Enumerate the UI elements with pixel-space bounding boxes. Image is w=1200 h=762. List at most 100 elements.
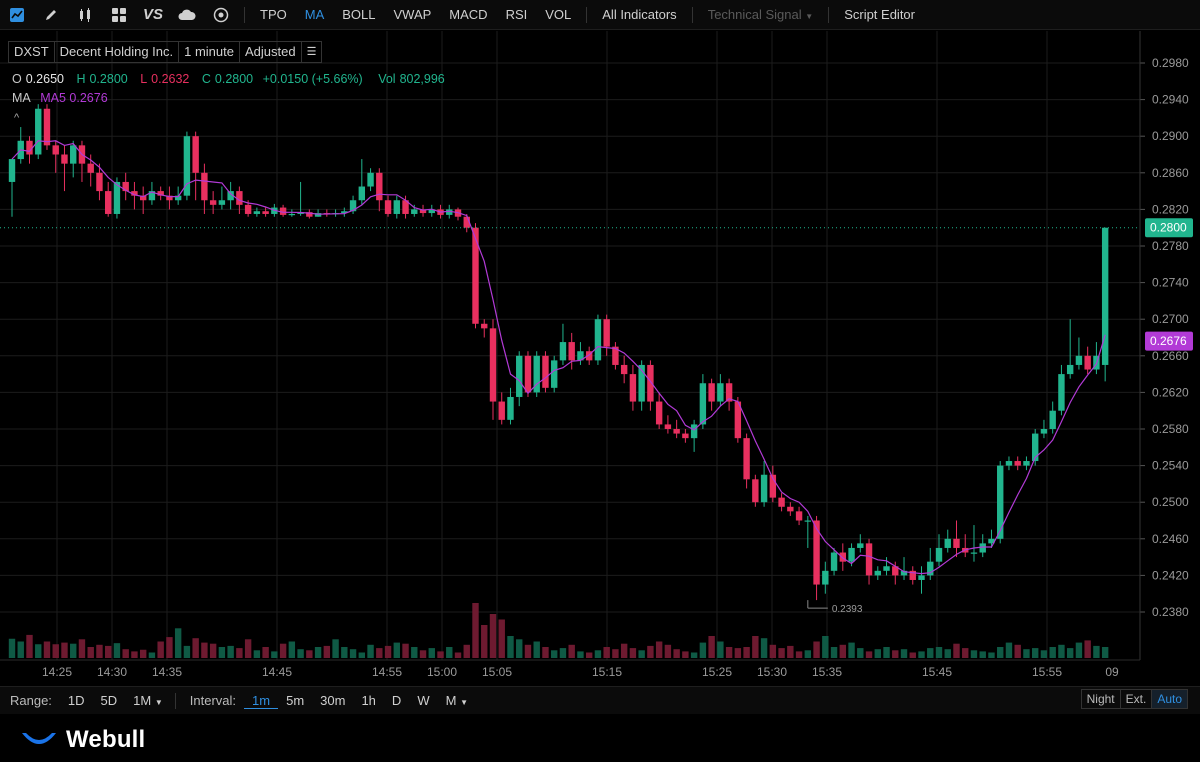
candle-body (577, 351, 584, 361)
volume-bar (664, 644, 672, 658)
volume-bar (568, 644, 575, 658)
chart-type-icon[interactable] (0, 0, 34, 30)
volume-bar (1101, 647, 1109, 658)
candle-body (384, 200, 392, 214)
last-price-tag-box (1145, 218, 1193, 238)
indicator-tpo[interactable]: TPO (260, 7, 287, 22)
interval-w[interactable]: W (417, 693, 430, 708)
candle-body (61, 154, 68, 164)
indicator-rsi[interactable]: RSI (505, 7, 528, 22)
volume-bar (419, 650, 427, 658)
session-ext[interactable]: Ext. (1121, 690, 1153, 708)
volume-bar (725, 647, 733, 658)
volume-bar (787, 645, 794, 658)
price-chart[interactable]: 0.2393 0.29800.29400.29000.28600.28200.2… (0, 31, 1200, 685)
high-label: H (76, 72, 86, 86)
interval-m-dropdown[interactable]: M ▼ (438, 693, 476, 708)
cloud-icon[interactable] (170, 0, 204, 30)
caret-down-icon: ▼ (805, 12, 814, 21)
x-tick-label: 15:35 (812, 665, 842, 679)
volume-bar (542, 647, 549, 658)
candle-body (367, 172, 374, 187)
indicator-vol[interactable]: VOL (545, 7, 572, 22)
volume-bar (236, 648, 243, 658)
candle-body (647, 364, 654, 402)
volume-bar (953, 643, 960, 658)
x-tick-label: 15:05 (482, 665, 512, 679)
toolbar-divider (828, 6, 830, 23)
interval-d[interactable]: D (391, 693, 402, 708)
volume-bar (883, 647, 890, 658)
candle-body (717, 383, 724, 402)
range-5d[interactable]: 5D (100, 693, 118, 708)
caret-down-icon: ▼ (460, 698, 468, 707)
volume-bar (551, 650, 558, 658)
indicator-vwap[interactable]: VWAP (393, 7, 432, 22)
candle-body (865, 543, 873, 576)
volume-bar (577, 651, 584, 658)
compare-vs-icon[interactable]: VS (136, 0, 170, 30)
interval-1m[interactable]: 1m (244, 693, 279, 709)
candlesticks (8, 104, 1109, 601)
candle-body (690, 424, 698, 439)
volume-bar (253, 650, 261, 658)
volume-bar (778, 648, 785, 658)
layout-grid-icon[interactable] (102, 0, 136, 30)
bottom-bar: Range: 1D 5D 1M ▼ Interval: 1m 5m 30m 1h… (0, 686, 1200, 714)
candle-body (778, 497, 785, 507)
symbol-legend[interactable]: DXST Decent Holding Inc. 1 minute Adjust… (8, 41, 323, 63)
interval-30m[interactable]: 30m (320, 693, 346, 708)
low-marker: 0.2393 (807, 600, 863, 615)
volume-bar (647, 645, 654, 658)
y-tick-label: 0.2460 (1152, 532, 1189, 546)
candle-body (209, 200, 217, 205)
replay-icon[interactable] (204, 0, 238, 30)
volume-label: Vol (378, 72, 396, 86)
indicator-boll[interactable]: BOLL (342, 7, 376, 22)
candle-body (236, 191, 243, 205)
volume-bar (673, 649, 680, 658)
script-editor-button[interactable]: Script Editor (844, 7, 915, 22)
y-tick-label: 0.2780 (1152, 239, 1189, 253)
volume-bar (927, 648, 934, 658)
indicator-macd[interactable]: MACD (449, 7, 488, 22)
y-tick-label: 0.2420 (1152, 568, 1189, 582)
session-auto[interactable]: Auto (1152, 690, 1187, 708)
volume-bar (376, 648, 383, 658)
toolbar-divider (691, 6, 693, 23)
session-night[interactable]: Night (1082, 690, 1121, 708)
volume-bar (769, 644, 777, 658)
range-1d[interactable]: 1D (67, 693, 85, 708)
volume-bar (1075, 642, 1083, 658)
caret-down-icon: ▼ (154, 698, 163, 707)
candle-body (769, 474, 777, 498)
compare-vs-label: VS (142, 6, 163, 23)
candlestick-icon[interactable] (68, 0, 102, 30)
interval-label: 1 minute (179, 42, 240, 62)
volume-bar (743, 647, 750, 658)
x-tick-label: 14:55 (372, 665, 402, 679)
volume-bar (638, 650, 645, 658)
interval-1h[interactable]: 1h (361, 693, 376, 708)
candle-body (428, 209, 435, 214)
interval-5m[interactable]: 5m (286, 693, 305, 708)
volume-bar (1058, 644, 1065, 658)
range-1m-dropdown[interactable]: 1M ▼ (125, 693, 171, 708)
ma-readout[interactable]: MA MA5 0.2676 (12, 91, 108, 105)
x-tick-label: 15:45 (922, 665, 952, 679)
technical-signal-dropdown[interactable]: Technical Signal ▼ (699, 7, 823, 22)
volume-bar (717, 641, 724, 658)
candle-body (760, 474, 768, 503)
indicator-ma[interactable]: MA (304, 7, 325, 22)
collapse-chevron-icon[interactable]: ^ (14, 112, 20, 124)
candle-body (752, 479, 759, 503)
candle-body (446, 209, 453, 215)
draw-pen-icon[interactable] (34, 0, 68, 30)
candle-body (970, 552, 978, 554)
candle-body (603, 319, 610, 347)
all-indicators-button[interactable]: All Indicators (602, 7, 677, 22)
menu-icon[interactable]: ☰ (306, 46, 317, 58)
candle-body (349, 200, 357, 212)
ma-price-tag-label: 0.2676 (1150, 334, 1187, 348)
candle-body (743, 438, 750, 480)
